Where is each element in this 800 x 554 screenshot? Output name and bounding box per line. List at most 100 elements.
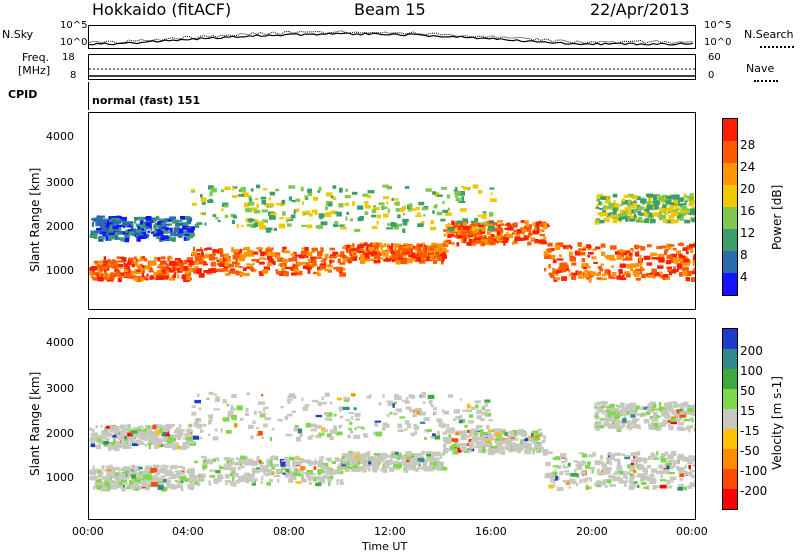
heatmap-cell (131, 275, 137, 280)
heatmap-cell (415, 407, 422, 413)
heatmap-cell (109, 228, 114, 233)
heatmap-cell (221, 475, 224, 480)
heatmap-cell (382, 426, 386, 431)
heatmap-cell (280, 406, 284, 409)
heatmap-cell (264, 203, 271, 207)
heatmap-cell (487, 448, 491, 454)
heatmap-cell (146, 429, 150, 434)
heatmap-cell (594, 414, 598, 418)
heatmap-cell (382, 213, 389, 218)
heatmap-cell (665, 462, 673, 466)
heatmap-cell (634, 263, 640, 267)
heatmap-cell (443, 229, 448, 232)
heatmap-cell (694, 408, 695, 413)
heatmap-cell (603, 217, 609, 220)
heatmap-cell (535, 221, 541, 224)
heatmap-cell (552, 259, 557, 264)
heatmap-cell (282, 211, 286, 216)
heatmap-cell (147, 442, 152, 445)
heatmap-cell (160, 475, 166, 478)
heatmap-cell (413, 453, 418, 456)
heatmap-cell (143, 474, 150, 480)
heatmap-cell (317, 266, 321, 270)
heatmap-cell (462, 218, 468, 223)
heatmap-cell (126, 442, 129, 445)
heatmap-cell (195, 258, 198, 263)
heatmap-cell (417, 457, 425, 463)
heatmap-cell (415, 206, 420, 211)
heatmap-cell (100, 435, 106, 440)
heatmap-cell (187, 484, 190, 487)
heatmap-cell (599, 214, 604, 217)
heatmap-cell (126, 266, 130, 270)
heatmap-cell (391, 243, 394, 248)
heatmap-cell (143, 265, 151, 270)
heatmap-cell (421, 207, 428, 211)
heatmap-cell (186, 428, 192, 433)
heatmap-cell (410, 247, 413, 252)
heatmap-cell (156, 257, 159, 260)
heatmap-cell (228, 270, 235, 274)
heatmap-cell (94, 235, 98, 239)
heatmap-cell (668, 471, 675, 475)
heatmap-cell (276, 202, 281, 206)
heatmap-cell (634, 273, 640, 277)
heatmap-cell (321, 401, 327, 405)
heatmap-cell (352, 463, 359, 468)
heatmap-cell (137, 233, 144, 236)
heatmap-cell (386, 455, 390, 458)
heatmap-cell (584, 270, 589, 273)
heatmap-cell (596, 421, 602, 426)
heatmap-cell (160, 482, 164, 486)
heatmap-cell (505, 438, 512, 444)
heatmap-cell (182, 225, 189, 230)
heatmap-cell (346, 249, 354, 252)
heatmap-cell (290, 253, 297, 256)
heatmap-cell (610, 276, 616, 279)
heatmap-cell (610, 245, 617, 250)
heatmap-cell (232, 482, 237, 487)
heatmap-cell (157, 271, 164, 277)
heatmap-cell (261, 436, 265, 439)
heatmap-cell (516, 448, 521, 454)
heatmap-cell (145, 216, 152, 221)
heatmap-cell (197, 482, 201, 487)
heatmap-cell (386, 400, 393, 403)
heatmap-cell (641, 273, 646, 279)
heatmap-cell (232, 254, 240, 260)
heatmap-cell (284, 266, 292, 270)
heatmap-cell (398, 245, 402, 250)
heatmap-cell (631, 426, 636, 429)
heatmap-cell (644, 213, 649, 217)
heatmap-cell (244, 461, 251, 466)
heatmap-cell (295, 208, 300, 213)
heatmap-cell (166, 481, 170, 485)
heatmap-cell (346, 247, 353, 251)
heatmap-cell (495, 436, 500, 441)
heatmap-cell (304, 195, 308, 199)
heatmap-cell (244, 457, 248, 460)
heatmap-cell (673, 463, 676, 468)
noise-left-bottom-tick: 10^0 (60, 37, 88, 48)
heatmap-cell (568, 478, 576, 484)
heatmap-cell (600, 263, 604, 266)
heatmap-cell (646, 204, 653, 210)
heatmap-cell (319, 264, 327, 269)
heatmap-cell (387, 402, 394, 406)
heatmap-cell (467, 420, 474, 424)
heatmap-cell (581, 258, 585, 263)
heatmap-cell (299, 459, 305, 464)
heatmap-cell (398, 456, 405, 460)
heatmap-cell (454, 193, 458, 198)
heatmap-cell (92, 486, 96, 490)
heatmap-cell (401, 254, 407, 257)
heatmap-cell (202, 423, 207, 427)
heatmap-cell (319, 476, 326, 480)
heatmap-cell (455, 197, 461, 202)
heatmap-cell (414, 430, 417, 435)
heatmap-cell (181, 476, 186, 481)
heatmap-cell (531, 432, 534, 437)
heatmap-cell (248, 424, 254, 429)
heatmap-cell (672, 205, 679, 208)
heatmap-cell (630, 452, 637, 457)
